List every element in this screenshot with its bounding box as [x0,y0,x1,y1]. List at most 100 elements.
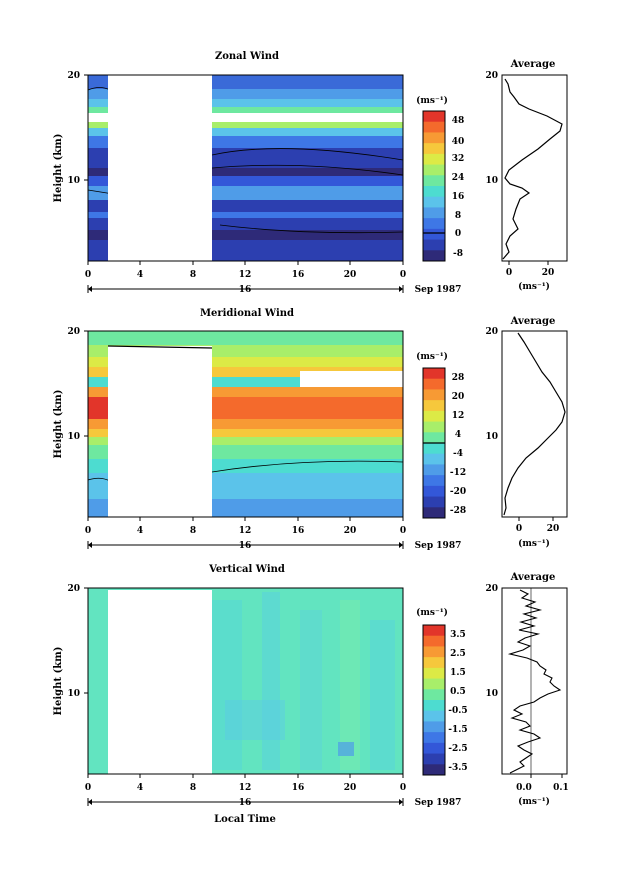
x-tick-label: 16 [292,270,305,280]
colorbar-tick: 28 [452,373,465,383]
colorbar-swatch [423,239,445,251]
x-tick-label: 4 [137,526,143,536]
profile-2: Average 20 10 0 20 (ms⁻¹) [485,316,568,549]
data-gap [108,346,212,517]
panel-vertical-wind: Vertical Wind 20 10 Height (km) [53,564,569,825]
x-tick-label: 20 [344,270,357,280]
x-tick-label: 0 [400,783,406,793]
band [88,397,108,419]
colorbar-swatch [423,646,445,658]
profile-x-label: (ms⁻¹) [518,796,550,807]
colorbar-swatches [422,110,446,262]
colorbar-tick: 3.5 [450,630,466,640]
x-tick-label: 12 [239,270,252,280]
band [88,419,403,429]
y-axis-label: Height (km) [53,134,64,203]
contour-line [107,345,213,349]
y-tick-label: 10 [67,689,80,699]
colorbar-swatch [423,143,445,155]
colorbar-swatch [423,764,445,776]
y-tick-label: 20 [67,71,80,81]
x-axis-2: 0 4 8 12 16 20 0 16 Sep 1987 [85,517,461,551]
texture-streak [212,600,242,770]
y-axis-label: Height (km) [53,390,64,459]
contour-line [211,164,404,176]
colorbar-swatch [423,153,445,166]
heatmap-2 [87,330,404,518]
colorbar-swatch [423,485,445,498]
colorbar-swatch [423,732,445,744]
colorbar-2: (ms⁻¹) 28 20 12 4 -4 -12 -20 -28 [416,351,466,519]
profile-x-tick-label: 0 [516,524,522,534]
colorbar-swatch [423,464,445,476]
profile-y-tick: 10 [485,432,498,442]
colorbar-swatch [423,175,445,187]
colorbar-swatch [423,443,445,455]
texture-streak [262,592,280,770]
colorbar-3: (ms⁻¹) 3.5 2.5 1.5 0.5 -0.5 -1.5 -2.5 -3… [416,607,468,776]
date-label: 16 [239,798,252,808]
y-tick-label: 10 [67,176,80,186]
band [88,89,403,99]
band [88,128,403,136]
colorbar-swatch [423,710,445,722]
colorbar-frame [422,110,446,262]
profile-line [502,78,563,260]
colorbar-unit: (ms⁻¹) [416,95,448,106]
colorbar-tick: 16 [452,192,465,202]
colorbar-tick: -12 [450,468,466,478]
x-tick-label: 12 [239,783,252,793]
colorbar-swatch [423,635,445,647]
profile-x-label: (ms⁻¹) [518,538,550,549]
colorbar-swatch [423,132,445,144]
x-tick-label: 20 [344,526,357,536]
colorbar-swatch [423,368,445,380]
colorbar-swatch [423,378,445,390]
colorbar-swatch [423,753,445,765]
date-label: 16 [239,541,252,551]
panel-zonal-wind: Zonal Wind [53,51,568,295]
colorbar-tick: -20 [450,487,466,497]
profile-line [503,332,566,516]
band [88,367,403,377]
colorbar-swatch [423,207,445,219]
band-core [88,113,403,122]
profile-x-tick-label: 0.1 [553,783,569,793]
band [88,168,403,176]
colorbar-tick: -3.5 [448,763,467,773]
x-tick-label: 4 [137,270,143,280]
profile-y-tick: 20 [485,327,498,337]
x-tick-label: 0 [400,270,406,280]
colorbar-tick: 1.5 [450,668,466,678]
band [88,99,403,107]
band [88,107,403,113]
colorbar-swatch [423,432,445,444]
month-label: Sep 1987 [415,541,462,551]
colorbar-swatch [423,507,445,519]
colorbar-swatch [423,700,445,712]
colorbar-swatch [423,667,445,680]
texture-patch [225,700,285,740]
colorbar-tick: 40 [452,137,465,147]
colorbar-swatch [423,196,445,208]
colorbar-1: (ms⁻¹) 48 40 32 24 16 8 0 -8 [416,95,464,262]
colorbar-tick: 0.5 [450,687,466,697]
colorbar-swatch [423,218,445,230]
colorbar-swatch [423,111,445,123]
profile-y-tick: 10 [485,176,498,186]
colorbar-tick: 2.5 [450,649,466,659]
profile-x-tick-label: 20 [547,524,560,534]
colorbar-swatches [422,624,446,776]
colorbar-swatch [423,400,445,412]
contour-line [219,224,404,234]
colorbar-swatch [423,250,445,262]
x-tick-label: 16 [292,783,305,793]
y-tick-label: 20 [67,584,80,594]
colorbar-tick: 24 [452,173,465,183]
panel-meridional-wind: Meridional Wind 20 [53,308,568,551]
band [88,176,403,186]
x-tick-label: 12 [239,526,252,536]
colorbar-swatch [423,164,445,176]
profile-title: Average [510,316,556,327]
